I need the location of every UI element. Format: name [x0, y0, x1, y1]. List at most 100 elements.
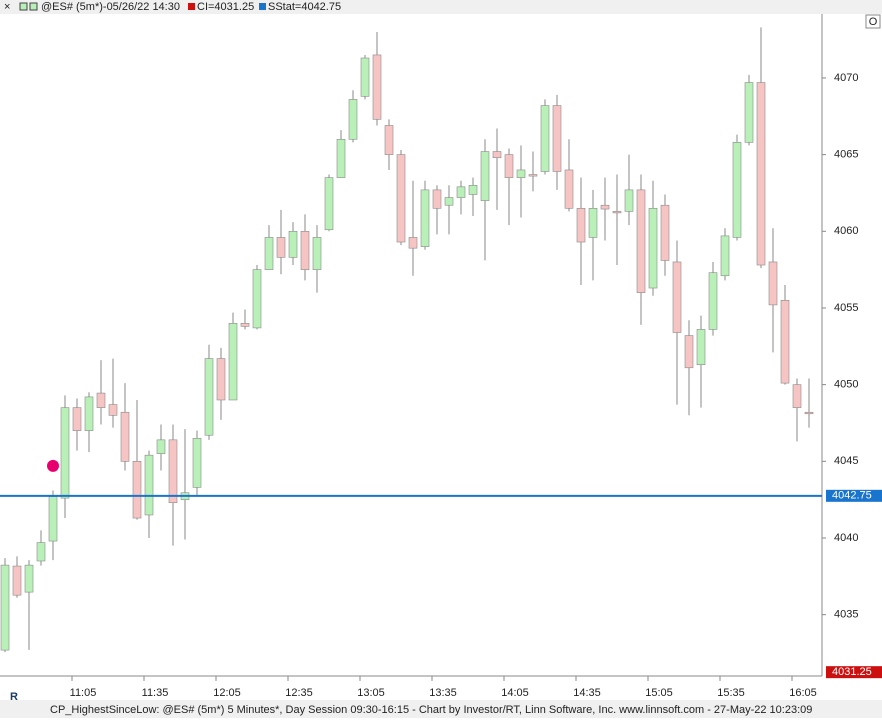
x-tick-label: 15:35: [717, 687, 745, 699]
y-tick-label: 4070: [834, 72, 858, 84]
x-tick-label: 11:05: [70, 687, 97, 699]
candle-body: [216, 358, 226, 401]
candle-body: [336, 138, 346, 178]
candle-body: [744, 82, 754, 143]
header-sstat: SStat=4042.75: [268, 1, 341, 13]
header-symbol: @ES# (5m*)-05/26/22 14:30: [41, 1, 180, 13]
candle-body: [156, 439, 166, 454]
candle-body: [456, 186, 466, 198]
candle-body: [48, 496, 58, 542]
candle-body: [756, 82, 766, 266]
candle-body: [528, 174, 538, 177]
icon: [188, 3, 195, 10]
candle-body: [504, 154, 514, 178]
candle-body: [432, 189, 442, 209]
footer-bar: [0, 700, 882, 718]
y-tick-label: 4050: [834, 379, 858, 391]
candle-body: [324, 177, 334, 231]
candle-body: [0, 564, 10, 651]
candle-body: [24, 564, 34, 593]
candle-body: [672, 261, 682, 333]
y-tick-label: 4045: [834, 455, 858, 467]
candle-body: [492, 151, 502, 158]
button[interactable]: [865, 14, 881, 29]
candle-body: [228, 323, 238, 401]
x-tick-label: 12:05: [213, 687, 241, 699]
candle-body: [276, 237, 286, 258]
y-tick-label: 4035: [834, 609, 858, 621]
x-tick-label: 12:35: [285, 687, 313, 699]
level-tag: [826, 489, 882, 502]
candle-body: [60, 407, 70, 499]
candle-body: [144, 454, 154, 516]
candle-body: [72, 407, 82, 431]
icon: [29, 2, 38, 11]
x-tick-label: 14:05: [501, 687, 529, 699]
candle-body: [240, 323, 250, 327]
candle-body: [612, 211, 622, 214]
candle-body: [648, 207, 658, 289]
candle-body: [312, 237, 322, 270]
candle-body: [444, 197, 454, 206]
candle-body: [552, 105, 562, 172]
candle-body: [288, 230, 298, 258]
icon: [19, 2, 28, 11]
logo: R: [10, 691, 18, 703]
candle-body: [624, 189, 634, 212]
candle-body: [768, 261, 778, 306]
candle-body: [696, 329, 706, 366]
candle-body: [168, 439, 178, 504]
candle-body: [252, 269, 262, 329]
candle-body: [588, 207, 598, 238]
close-icon[interactable]: ×: [4, 1, 10, 13]
candle-body: [708, 272, 718, 330]
candle-body: [36, 542, 46, 562]
candle-body: [576, 207, 586, 243]
x-tick-label: 13:35: [429, 687, 457, 699]
x-tick-label: 11:35: [142, 687, 169, 699]
signal-dot: [47, 459, 59, 472]
x-tick-label: 14:35: [573, 687, 601, 699]
candle-body: [468, 184, 478, 195]
button-label[interactable]: O: [869, 16, 878, 28]
candle-body: [792, 384, 802, 408]
y-tick-label: 4055: [834, 302, 858, 314]
y-tick-label: 4060: [834, 225, 858, 237]
candle-body: [348, 99, 358, 140]
candle-body: [408, 237, 418, 249]
candle-body: [300, 230, 310, 270]
level-tag: [826, 666, 882, 679]
candle-body: [84, 396, 94, 431]
candle-body: [132, 461, 142, 519]
candle-body: [396, 154, 406, 243]
header-ci: CI=4031.25: [197, 1, 254, 13]
candle-body: [600, 204, 610, 210]
candle-body: [804, 411, 814, 415]
candle-body: [120, 411, 130, 462]
candle-body: [360, 57, 370, 97]
y-tick-label: 4065: [834, 149, 858, 161]
candle-body: [372, 54, 382, 120]
level-label: 4042.75: [832, 490, 872, 502]
candle-body: [636, 189, 646, 293]
candle-body: [732, 142, 742, 238]
candle-body: [684, 335, 694, 369]
candle-body: [564, 169, 574, 209]
candle-body: [264, 237, 274, 270]
candle-body: [384, 125, 394, 155]
level-label: 4031.25: [832, 666, 872, 678]
candle-body: [192, 438, 202, 488]
candle-body: [12, 565, 22, 596]
candle-body: [780, 299, 790, 384]
candle-body: [720, 235, 730, 277]
icon: [259, 3, 266, 10]
candle-body: [108, 404, 118, 416]
header-bar: [0, 0, 882, 14]
candle-body: [420, 189, 430, 247]
x-tick-label: 13:05: [357, 687, 385, 699]
candle-body: [96, 392, 106, 408]
candle-body: [516, 169, 526, 178]
y-tick-label: 4040: [834, 532, 858, 544]
